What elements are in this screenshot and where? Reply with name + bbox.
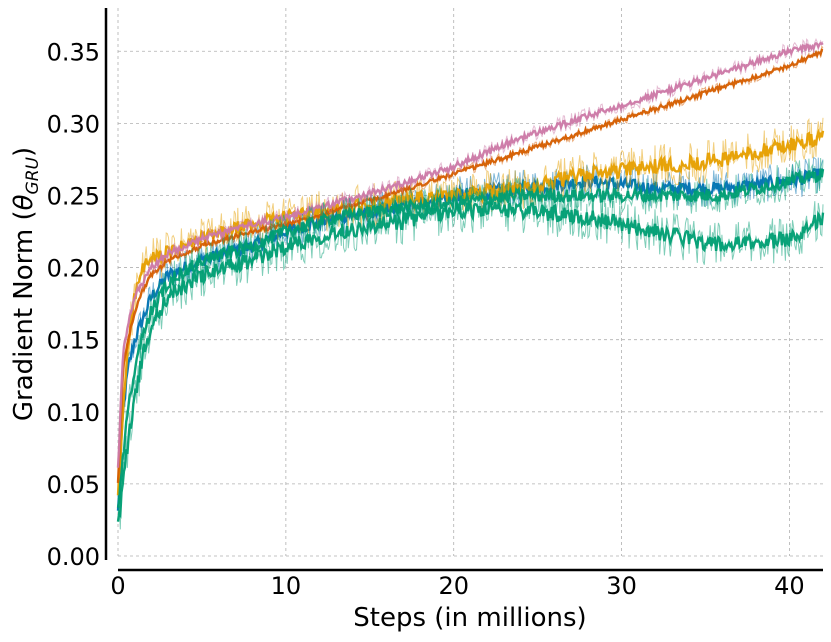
y-tick-label: 0.25 xyxy=(47,182,100,210)
y-axis-title-main: Gradient Norm ( xyxy=(9,210,39,421)
y-tick-label: 0.35 xyxy=(47,38,100,66)
series-line-band xyxy=(117,44,824,482)
x-tick-labels: 0 10 20 30 40 xyxy=(110,572,804,600)
y-tick-label: 0.05 xyxy=(47,471,100,499)
y-tick-label: 0.10 xyxy=(47,399,100,427)
series-layer xyxy=(116,38,825,530)
y-tick-label: 0.15 xyxy=(47,327,100,355)
series-line xyxy=(116,128,825,496)
series-line xyxy=(116,167,825,508)
y-tick-label: 0.20 xyxy=(47,255,100,283)
y-tick-label: 0.00 xyxy=(47,543,100,571)
series-line xyxy=(116,41,824,468)
y-tick-label: 0.30 xyxy=(47,110,100,138)
series-line-band xyxy=(117,117,824,490)
series-line xyxy=(116,168,824,511)
y-axis-title-theta: θ xyxy=(9,194,39,210)
y-axis-title: Gradient Norm (θGRU) xyxy=(9,147,43,421)
x-axis-title: Steps (in millions) xyxy=(353,603,586,633)
x-tick-label: 20 xyxy=(438,572,469,600)
y-tick-labels: 0.00 0.05 0.10 0.15 0.20 0.25 0.30 0.35 xyxy=(47,38,100,571)
y-axis-title-close: ) xyxy=(9,147,39,157)
x-tick-label: 0 xyxy=(110,572,125,600)
series-line xyxy=(116,48,824,483)
x-tick-label: 30 xyxy=(606,572,637,600)
x-tick-label: 10 xyxy=(271,572,302,600)
y-axis-title-sub: GRU xyxy=(23,156,43,194)
x-tick-label: 40 xyxy=(774,572,805,600)
